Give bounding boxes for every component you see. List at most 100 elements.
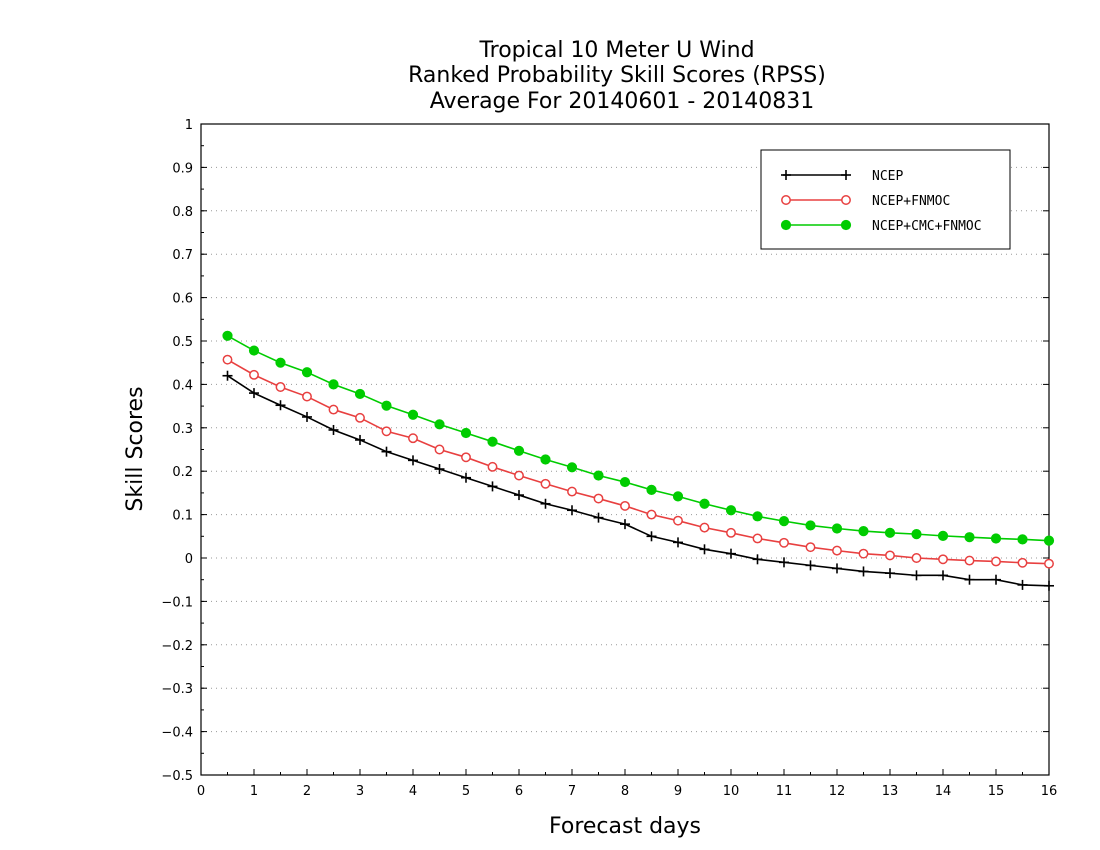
- y-tick-label: −0.3: [161, 682, 193, 697]
- data-point: [832, 563, 842, 574]
- x-tick-label: 5: [462, 784, 470, 799]
- data-point: [779, 557, 789, 568]
- data-point: [858, 548, 869, 559]
- x-tick-label: 11: [776, 784, 793, 799]
- data-point: [885, 568, 895, 579]
- data-point: [937, 530, 949, 541]
- data-point: [779, 537, 789, 548]
- data-point: [514, 490, 524, 501]
- x-tick-label: 9: [674, 784, 682, 799]
- x-tick-label: 1: [250, 784, 258, 799]
- y-tick-label: 0.3: [172, 422, 193, 437]
- data-point: [1044, 558, 1054, 569]
- legend-item: NCEP: [781, 169, 903, 184]
- x-tick-label: 12: [829, 784, 846, 799]
- data-point: [328, 404, 339, 415]
- legend-label: NCEP+FNMOC: [872, 194, 950, 209]
- legend-marker: [841, 195, 851, 205]
- data-point: [461, 472, 471, 483]
- data-point: [355, 412, 365, 423]
- y-tick-label: 0: [185, 552, 193, 567]
- data-point: [752, 554, 763, 565]
- y-tick-label: 0.1: [172, 509, 193, 524]
- data-point: [514, 470, 524, 481]
- data-point: [858, 566, 869, 577]
- legend-marker: [841, 170, 851, 180]
- data-point: [1017, 557, 1028, 568]
- data-point: [620, 500, 630, 511]
- data-point: [991, 574, 1001, 585]
- data-point: [726, 527, 736, 538]
- data-point: [752, 533, 763, 544]
- data-point: [434, 444, 445, 455]
- data-point: [805, 542, 816, 553]
- data-point: [990, 533, 1002, 544]
- legend-label: NCEP+CMC+FNMOC: [872, 219, 982, 234]
- chart-subtitle-1: Ranked Probability Skill Scores (RPSS): [408, 63, 826, 88]
- y-axis-label: Skill Scores: [123, 386, 148, 511]
- series-2: [222, 330, 1055, 546]
- data-point: [911, 553, 922, 563]
- data-point: [593, 512, 604, 523]
- data-point: [673, 537, 683, 548]
- y-tick-label: −0.4: [161, 726, 193, 741]
- y-tick-label: 0.7: [172, 248, 193, 263]
- x-tick-label: 6: [515, 784, 523, 799]
- data-point: [275, 357, 286, 368]
- data-point: [461, 452, 471, 463]
- x-tick-label: 16: [1041, 784, 1058, 799]
- legend-marker: [781, 195, 791, 205]
- data-point: [487, 436, 498, 447]
- data-point: [646, 509, 657, 520]
- data-point: [1017, 534, 1028, 545]
- x-tick-label: 2: [303, 784, 311, 799]
- legend-marker: [781, 170, 791, 180]
- data-point: [831, 523, 843, 534]
- data-point: [301, 367, 313, 378]
- legend-item: NCEP+FNMOC: [781, 194, 950, 209]
- data-point: [354, 388, 366, 400]
- y-tick-label: 0.5: [172, 335, 193, 350]
- legend-item: NCEP+CMC+FNMOC: [780, 219, 982, 234]
- x-tick-label: 0: [197, 784, 205, 799]
- y-tick-label: 0.4: [172, 378, 193, 393]
- data-point: [620, 519, 630, 530]
- data-point: [222, 354, 233, 365]
- data-point: [672, 491, 684, 502]
- data-point: [991, 556, 1001, 567]
- x-tick-label: 15: [988, 784, 1005, 799]
- data-point: [567, 505, 577, 516]
- data-point: [619, 476, 631, 488]
- x-tick-label: 7: [568, 784, 576, 799]
- x-tick-label: 10: [723, 784, 740, 799]
- data-point: [222, 330, 233, 341]
- data-point: [1044, 580, 1054, 591]
- data-point: [1043, 535, 1055, 546]
- data-point: [752, 511, 763, 522]
- series-1: [222, 354, 1054, 569]
- data-point: [858, 525, 869, 537]
- data-point: [911, 529, 922, 540]
- y-tick-label: −0.2: [161, 639, 193, 654]
- data-point: [434, 419, 445, 430]
- data-point: [275, 400, 286, 411]
- data-point: [646, 484, 657, 495]
- data-point: [249, 369, 259, 380]
- data-point: [222, 370, 233, 381]
- data-point: [460, 427, 472, 439]
- series-lines: [222, 330, 1055, 591]
- data-point: [487, 461, 498, 472]
- data-point: [726, 548, 736, 559]
- data-point: [540, 498, 551, 509]
- y-tick-label: −0.5: [161, 769, 193, 784]
- data-point: [566, 462, 578, 473]
- series-0: [222, 370, 1054, 591]
- data-point: [408, 455, 418, 466]
- y-tick-label: 0.9: [172, 161, 193, 176]
- data-point: [540, 478, 551, 489]
- data-point: [805, 560, 816, 571]
- data-point: [408, 433, 418, 444]
- y-tick-label: 1: [185, 118, 193, 133]
- data-point: [593, 470, 604, 481]
